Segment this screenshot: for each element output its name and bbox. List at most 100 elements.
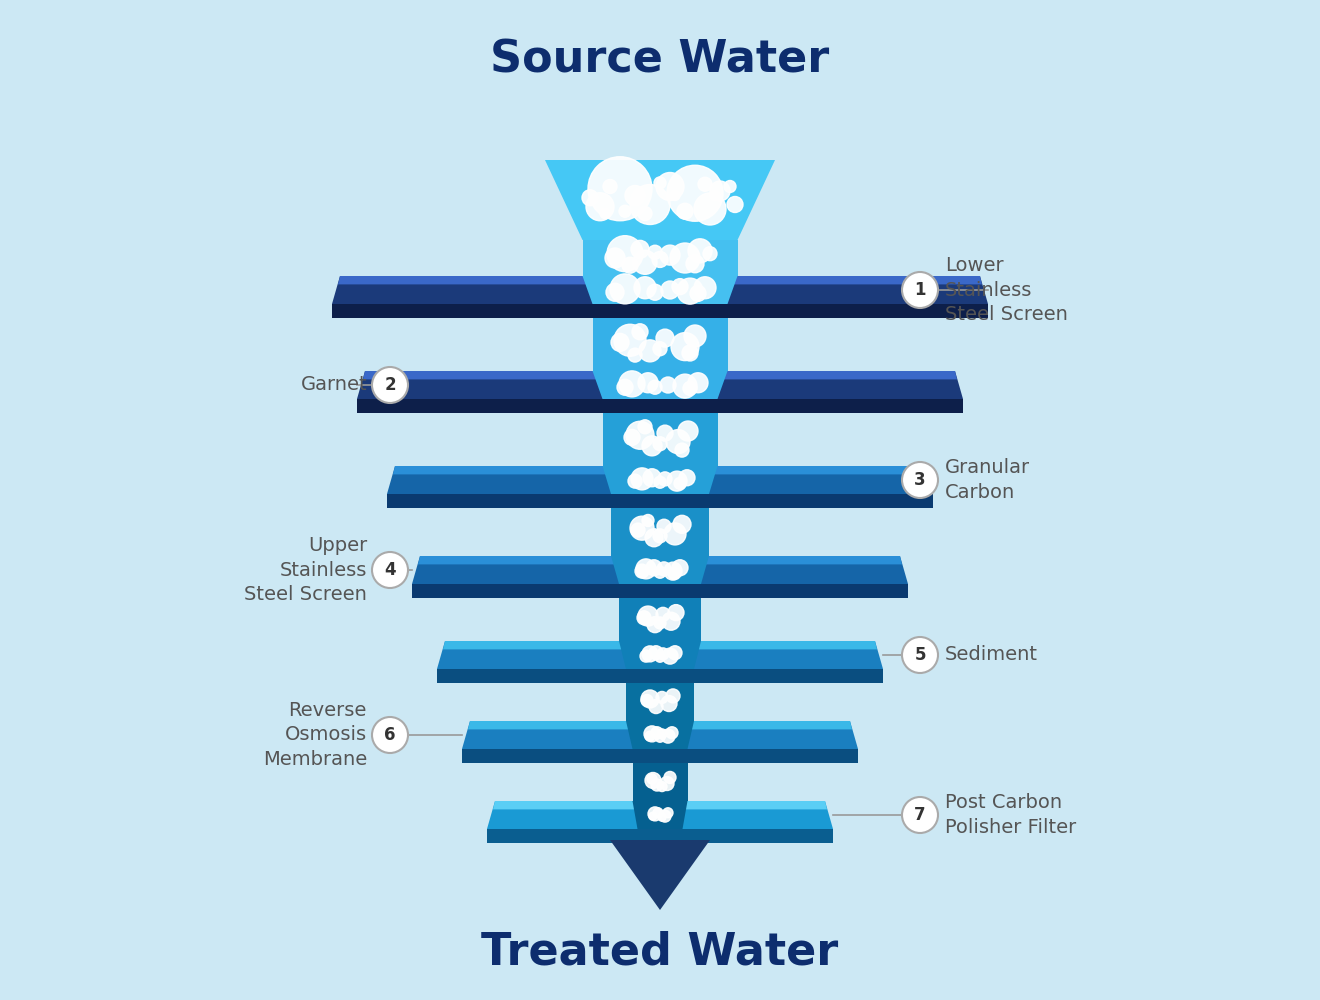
- Polygon shape: [356, 399, 964, 413]
- Circle shape: [619, 205, 631, 217]
- Circle shape: [655, 732, 665, 742]
- Circle shape: [642, 690, 659, 708]
- Circle shape: [645, 529, 663, 547]
- Circle shape: [661, 281, 678, 299]
- Circle shape: [630, 184, 671, 225]
- Circle shape: [372, 367, 408, 403]
- Circle shape: [684, 325, 706, 347]
- Circle shape: [657, 519, 671, 533]
- Circle shape: [688, 373, 708, 393]
- Circle shape: [653, 177, 667, 189]
- Circle shape: [587, 157, 652, 221]
- Circle shape: [610, 274, 640, 304]
- Circle shape: [688, 239, 711, 263]
- Circle shape: [664, 562, 682, 580]
- Circle shape: [667, 689, 680, 703]
- Circle shape: [657, 729, 667, 739]
- Circle shape: [660, 245, 680, 265]
- Circle shape: [642, 436, 663, 456]
- Circle shape: [624, 186, 645, 206]
- Circle shape: [586, 193, 614, 221]
- Circle shape: [661, 729, 675, 743]
- Circle shape: [664, 771, 676, 783]
- Circle shape: [902, 637, 939, 673]
- Circle shape: [653, 342, 667, 356]
- Polygon shape: [487, 829, 833, 843]
- Text: Treated Water: Treated Water: [482, 930, 838, 974]
- Circle shape: [640, 650, 652, 662]
- Polygon shape: [469, 721, 851, 729]
- Text: 7: 7: [915, 806, 925, 824]
- Circle shape: [631, 523, 645, 537]
- Polygon shape: [582, 240, 738, 276]
- Polygon shape: [412, 556, 908, 584]
- Circle shape: [664, 523, 686, 545]
- Polygon shape: [593, 318, 727, 371]
- Circle shape: [611, 333, 630, 351]
- Polygon shape: [619, 641, 701, 669]
- Circle shape: [723, 180, 737, 192]
- Circle shape: [653, 529, 667, 543]
- Circle shape: [675, 477, 686, 489]
- Circle shape: [657, 782, 667, 792]
- Polygon shape: [387, 466, 933, 494]
- Circle shape: [607, 236, 643, 272]
- Circle shape: [605, 248, 624, 268]
- Circle shape: [628, 474, 642, 488]
- Polygon shape: [393, 466, 927, 474]
- Circle shape: [694, 193, 726, 225]
- Text: 4: 4: [384, 561, 396, 579]
- Polygon shape: [602, 413, 718, 466]
- Circle shape: [672, 279, 688, 295]
- Circle shape: [673, 374, 697, 398]
- Polygon shape: [611, 508, 709, 556]
- Circle shape: [628, 348, 642, 362]
- Polygon shape: [632, 763, 688, 801]
- Circle shape: [642, 646, 657, 662]
- Circle shape: [657, 648, 669, 660]
- Circle shape: [660, 377, 676, 393]
- Text: Upper
Stainless
Steel Screen: Upper Stainless Steel Screen: [244, 536, 367, 604]
- Text: Granular
Carbon: Granular Carbon: [945, 458, 1030, 502]
- Circle shape: [642, 514, 653, 526]
- Circle shape: [645, 731, 655, 741]
- Circle shape: [649, 812, 657, 820]
- Polygon shape: [444, 641, 876, 649]
- Polygon shape: [338, 276, 982, 284]
- Circle shape: [635, 564, 649, 578]
- Circle shape: [656, 172, 684, 200]
- Circle shape: [678, 421, 698, 441]
- Polygon shape: [492, 801, 828, 809]
- Circle shape: [601, 209, 610, 219]
- Text: 5: 5: [915, 646, 925, 664]
- Polygon shape: [545, 160, 775, 240]
- Circle shape: [626, 421, 653, 449]
- Circle shape: [631, 468, 653, 490]
- Circle shape: [631, 240, 649, 258]
- Circle shape: [634, 277, 656, 299]
- Circle shape: [639, 340, 661, 362]
- Circle shape: [668, 646, 682, 660]
- Circle shape: [638, 606, 657, 626]
- Circle shape: [653, 808, 663, 818]
- Circle shape: [710, 181, 730, 201]
- Circle shape: [663, 612, 680, 630]
- Circle shape: [671, 190, 680, 200]
- Circle shape: [653, 437, 667, 451]
- Circle shape: [636, 559, 656, 579]
- Polygon shape: [487, 801, 833, 829]
- Text: Garnet: Garnet: [301, 375, 367, 394]
- Circle shape: [671, 333, 700, 361]
- Circle shape: [677, 278, 704, 304]
- Polygon shape: [610, 840, 710, 910]
- Polygon shape: [412, 584, 908, 598]
- Text: Source Water: Source Water: [490, 38, 830, 82]
- Circle shape: [647, 774, 657, 784]
- Circle shape: [902, 272, 939, 308]
- Circle shape: [645, 560, 663, 576]
- Circle shape: [616, 379, 634, 395]
- Polygon shape: [619, 598, 701, 641]
- Circle shape: [645, 772, 661, 788]
- Circle shape: [647, 284, 663, 300]
- Polygon shape: [333, 276, 987, 304]
